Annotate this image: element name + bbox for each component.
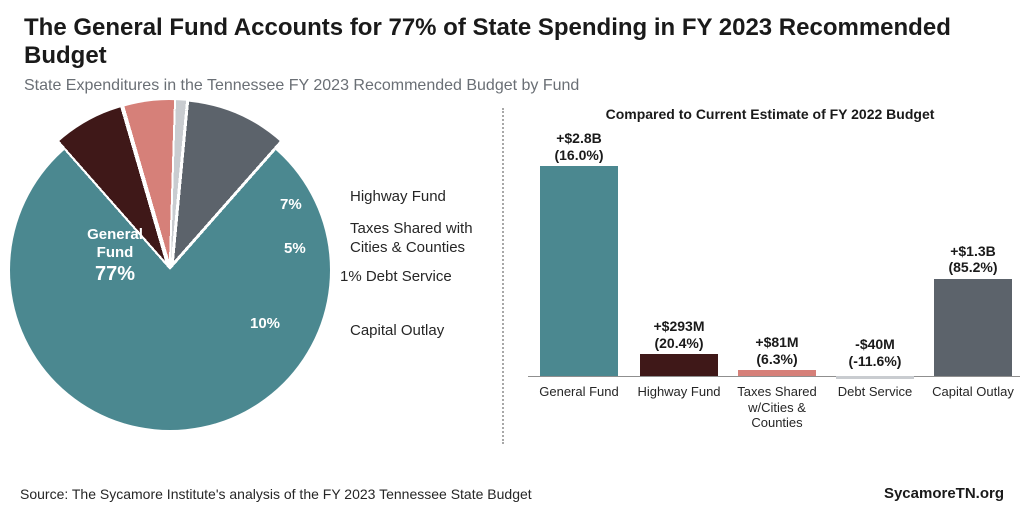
pie-pct-capital: 10% <box>250 315 280 333</box>
pie-slice-pulled <box>5 101 325 421</box>
bar-value-label: +$81M(6.3%) <box>731 334 823 368</box>
pie-side-label-debt: 1% Debt Service <box>340 268 452 287</box>
bar-value-label: +$1.3B(85.2%) <box>927 243 1019 277</box>
chart-title: The General Fund Accounts for 77% of Sta… <box>0 0 1024 71</box>
chart-subtitle: State Expenditures in the Tennessee FY 2… <box>0 71 1024 95</box>
bar-general-fund <box>540 166 618 376</box>
pie-chart: General Fund 77% 7% 5% 10% <box>10 110 330 430</box>
site-link: SycamoreTN.org <box>884 485 1004 502</box>
bar-chart-title: Compared to Current Estimate of FY 2022 … <box>520 106 1020 124</box>
pie-pct-taxes: 5% <box>284 240 306 258</box>
bar-category-label: General Fund <box>533 384 625 400</box>
bar-value-label: +$293M(20.4%) <box>633 318 725 352</box>
pie-side-label-capital: Capital Outlay <box>350 322 444 341</box>
bar-category-label: Highway Fund <box>633 384 725 400</box>
bar-debt-service <box>836 376 914 379</box>
pie-side-label-highway: Highway Fund <box>350 188 446 207</box>
bar-capital-outlay <box>934 279 1012 377</box>
bar-category-label: Taxes Shared w/Cities & Counties <box>731 384 823 431</box>
bar-baseline <box>528 376 1020 377</box>
bar-value-label: +$2.8B(16.0%) <box>533 130 625 164</box>
pie-label-text: General Fund <box>87 226 143 261</box>
bar-highway-fund <box>640 354 718 376</box>
pie-side-label-taxes: Taxes Shared with Cities & Counties <box>350 220 500 258</box>
pie-slice-label-general-fund: General Fund 77% <box>70 226 160 286</box>
bar-chart: Compared to Current Estimate of FY 2022 … <box>520 100 1020 460</box>
bar-taxes-shared-w-cities-counties <box>738 370 816 376</box>
divider <box>502 108 504 444</box>
pie-pct-text: 77% <box>95 263 135 285</box>
bar-value-label: -$40M(-11.6%) <box>829 336 921 370</box>
bar-category-label: Capital Outlay <box>927 384 1019 400</box>
bar-category-label: Debt Service <box>829 384 921 400</box>
source-text: Source: The Sycamore Institute's analysi… <box>20 486 532 502</box>
chart-area: General Fund 77% 7% 5% 10% Highway Fund … <box>0 100 1024 470</box>
pie-pct-highway: 7% <box>280 196 302 214</box>
